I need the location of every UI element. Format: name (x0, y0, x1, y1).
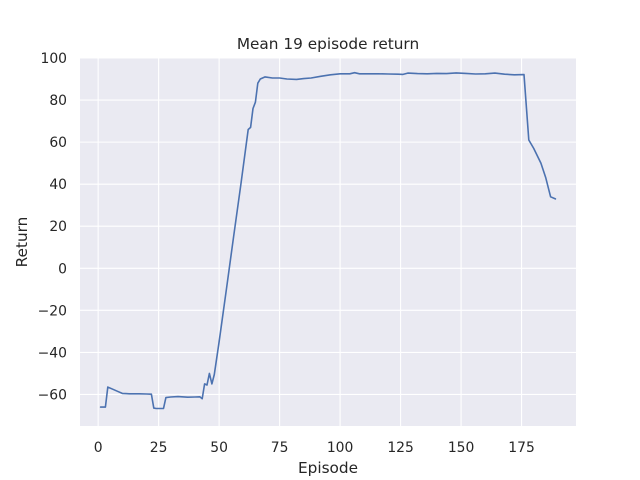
x-axis-ticks: 0 25 50 75 100 125 150 175 (94, 440, 535, 456)
y-axis-label: Return (13, 217, 31, 268)
x-tick-label: 100 (327, 440, 354, 456)
y-tick-label: 40 (49, 177, 67, 193)
y-tick-label: 20 (49, 219, 67, 235)
y-tick-label: 0 (58, 261, 67, 277)
plot-background (80, 58, 576, 426)
x-tick-label: 75 (271, 440, 289, 456)
y-tick-label: 100 (40, 51, 67, 67)
series-layer (99, 71, 557, 410)
grid (80, 57, 576, 426)
x-tick-label: 175 (508, 440, 535, 456)
x-tick-label: 150 (448, 440, 475, 456)
y-tick-label: −20 (38, 303, 67, 319)
series-line (99, 71, 557, 410)
y-tick-label: 80 (49, 93, 67, 109)
chart-title: Mean 19 episode return (237, 35, 419, 53)
y-axis-ticks: −60 −40 −20 0 20 40 60 80 100 (38, 51, 67, 403)
y-tick-label: −60 (38, 387, 67, 403)
x-tick-label: 0 (94, 440, 103, 456)
x-tick-label: 125 (387, 440, 414, 456)
y-tick-label: −40 (38, 345, 67, 361)
y-tick-label: 60 (49, 135, 67, 151)
x-tick-label: 25 (150, 440, 168, 456)
x-tick-label: 50 (210, 440, 228, 456)
x-axis-label: Episode (298, 459, 358, 477)
